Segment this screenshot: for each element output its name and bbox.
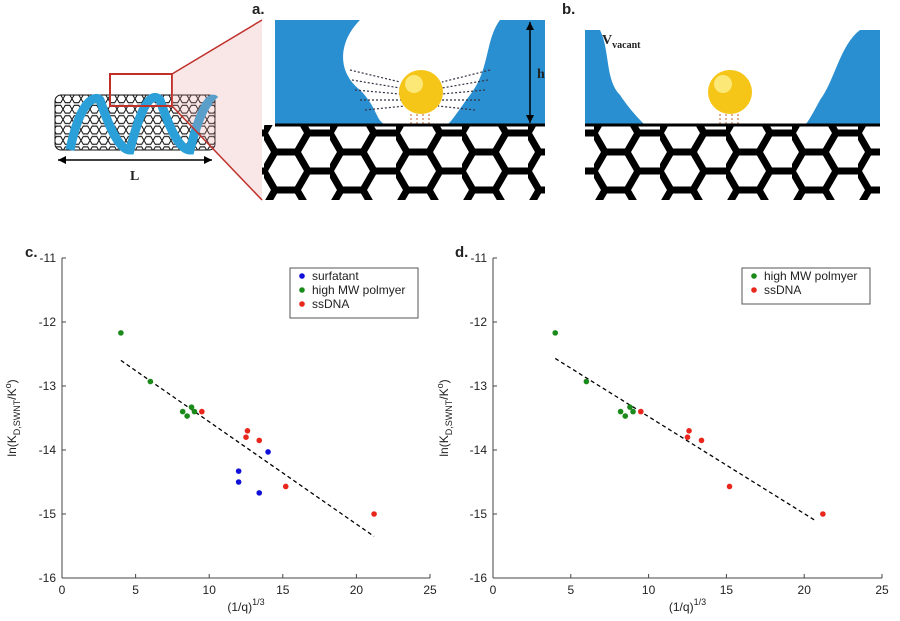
x-label-base: (1/q)	[227, 600, 252, 614]
data-point	[726, 483, 733, 490]
x-tick-label: 10	[642, 583, 656, 597]
y-tick-label: -11	[471, 251, 488, 265]
data-point	[684, 434, 691, 441]
y-label-mid: /K	[5, 388, 19, 399]
y-tick-label: -14	[470, 443, 488, 457]
x-tick-label: 0	[59, 583, 66, 597]
x-label-sup: 1/3	[252, 597, 265, 607]
data-point	[371, 511, 377, 517]
y-tick-label: -13	[470, 379, 488, 393]
legend-marker	[299, 301, 305, 307]
panel-label: b.	[562, 1, 575, 18]
fit-line	[120, 359, 375, 537]
y-tick-label: -12	[39, 315, 57, 329]
legend-box	[741, 267, 871, 305]
legend-label: high MW polmyer	[312, 283, 405, 297]
data-point	[686, 428, 692, 434]
y-label-sub: D,SWNT	[12, 399, 22, 435]
x-tick-label: 10	[203, 583, 217, 597]
data-point	[188, 404, 195, 410]
data-point	[235, 479, 242, 485]
x-tick-label: 25	[875, 583, 889, 597]
data-point	[282, 483, 289, 490]
legend-marker	[751, 273, 757, 279]
vacant-base: V	[602, 33, 612, 48]
vacant-sub: vacant	[612, 40, 641, 51]
data-point	[235, 468, 242, 474]
panel-label: c.	[25, 244, 38, 261]
panel-b-schematic	[585, 30, 880, 200]
panel-label: d.	[455, 244, 468, 261]
y-label-sub: D,SWNT	[444, 399, 454, 435]
data-point	[179, 408, 186, 415]
x-axis-label: (1/q)1/3	[227, 597, 264, 614]
length-label: L	[130, 169, 139, 184]
data-point	[191, 408, 198, 415]
data-point	[583, 378, 590, 385]
y-label-end: )	[5, 379, 19, 383]
data-point	[244, 428, 251, 434]
nanotube-schematic	[54, 19, 263, 201]
y-tick-label: -13	[39, 379, 57, 393]
data-point	[820, 511, 826, 517]
y-label-base: ln(K	[437, 435, 451, 456]
y-label-base: ln(K	[5, 435, 19, 456]
y-label-end: )	[437, 379, 451, 383]
data-point	[698, 437, 705, 444]
data-point	[256, 490, 263, 496]
y-tick-label: -14	[39, 443, 57, 457]
data-point	[627, 404, 633, 410]
x-tick-label: 5	[132, 583, 139, 597]
data-point	[243, 434, 249, 441]
data-point	[622, 413, 629, 419]
y-tick-label: -12	[470, 315, 488, 329]
data-point	[256, 437, 263, 444]
legend-marker	[299, 273, 305, 279]
legend-label: ssDNA	[312, 297, 349, 311]
y-tick-label: -11	[40, 251, 57, 265]
x-tick-label: 5	[567, 583, 574, 597]
legend-box	[289, 267, 419, 319]
y-tick-label: -16	[470, 571, 488, 585]
x-tick-label: 15	[276, 583, 290, 597]
panel-label: a.	[252, 1, 265, 18]
x-tick-label: 0	[490, 583, 497, 597]
vacant-label: Vvacant	[602, 33, 641, 51]
data-point	[617, 408, 624, 415]
y-tick-label: -15	[470, 507, 488, 521]
y-label-mid: /K	[437, 388, 451, 399]
legend-label: high MW polmyer	[764, 269, 857, 283]
y-label-sup: o	[3, 383, 13, 388]
x-axis-label: (1/q)1/3	[669, 597, 706, 614]
height-label: h	[537, 67, 545, 82]
data-point	[630, 408, 636, 415]
data-point	[199, 408, 205, 415]
y-tick-label: -15	[39, 507, 57, 521]
legend-marker	[751, 287, 757, 293]
y-axis-label: ln(KD,SWNT/Ko)	[435, 379, 454, 456]
legend-label: surfatant	[312, 269, 359, 283]
legend-label: ssDNA	[764, 283, 801, 297]
fit-line	[554, 357, 816, 521]
data-point	[552, 330, 559, 336]
data-point	[184, 413, 190, 419]
x-tick-label: 20	[798, 583, 812, 597]
data-point	[265, 449, 271, 455]
x-tick-label: 20	[350, 583, 364, 597]
x-tick-label: 25	[423, 583, 437, 597]
y-tick-label: -16	[39, 571, 57, 585]
x-label-base: (1/q)	[669, 600, 694, 614]
x-tick-label: 15	[720, 583, 734, 597]
legend-marker	[299, 287, 305, 293]
panel-a-schematic	[262, 20, 545, 200]
data-point	[118, 330, 124, 336]
data-point	[638, 408, 644, 415]
y-axis-label: ln(KD,SWNT/Ko)	[3, 379, 22, 456]
y-label-sup: o	[435, 383, 445, 388]
data-point	[147, 378, 154, 385]
x-label-sup: 1/3	[694, 597, 707, 607]
